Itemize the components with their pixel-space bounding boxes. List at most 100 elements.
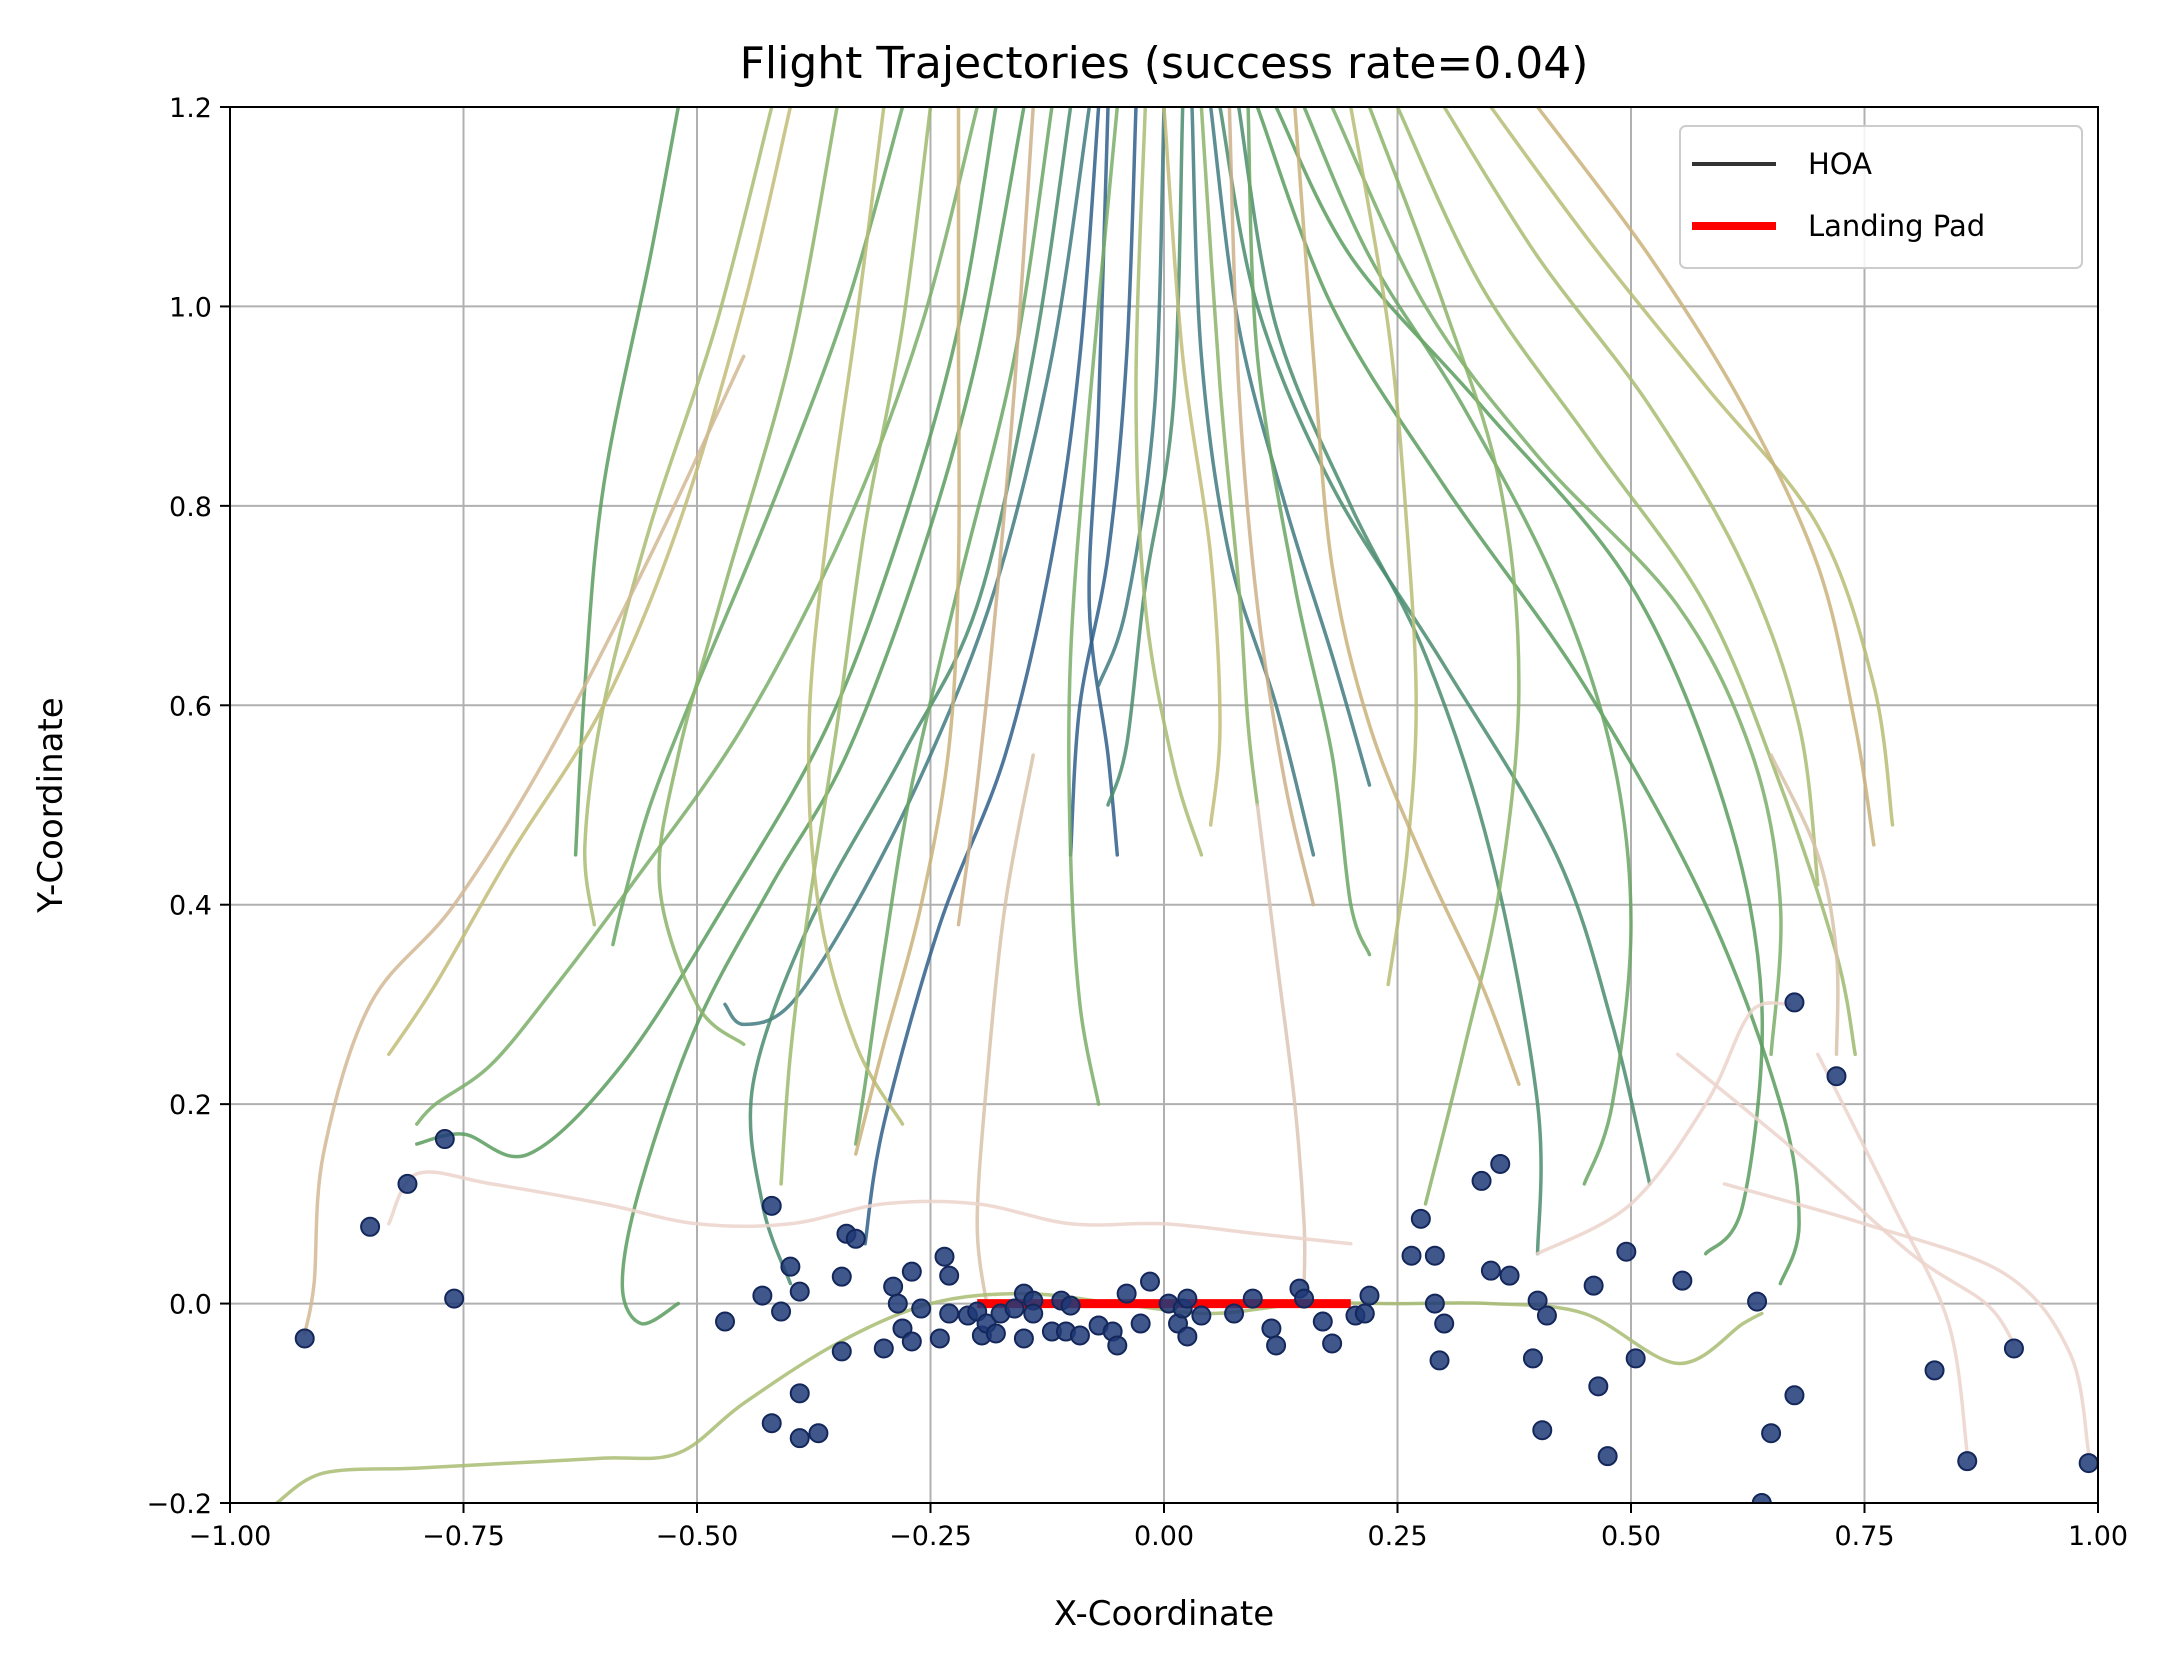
trajectory-line [748,107,1073,1286]
y-tick-label: 1.2 [169,93,212,124]
trajectory-line [1255,107,1801,1286]
endpoint-marker [1266,1335,1287,1356]
endpoint-marker [901,1331,922,1352]
trajectory-line [620,107,1026,1326]
endpoint-marker [1312,1311,1333,1332]
trajectory-line [1106,107,1185,807]
trajectory-line [1134,107,1204,857]
endpoint-marker [444,1288,465,1309]
x-axis-label: X-Coordinate [1054,1594,1274,1634]
endpoints [294,992,2098,1503]
x-tick-label: −0.50 [656,1521,739,1552]
trajectory-line [415,107,979,1126]
endpoint-marker [397,1173,418,1194]
endpoint-marker [1424,1245,1445,1266]
endpoint-marker [1532,1420,1553,1441]
trajectory-line [1367,107,1521,1206]
trajectory-line [956,107,1035,927]
endpoint-marker [780,1256,801,1277]
trajectory-line [1255,803,1307,1286]
trajectory-line [1246,107,1372,957]
trajectory-line [1535,107,1876,847]
trajectory-line [387,1170,1353,1246]
endpoint-marker [1139,1271,1160,1292]
endpoint-marker [1672,1270,1693,1291]
endpoint-marker [1424,1293,1445,1314]
endpoint-marker [752,1285,773,1306]
endpoint-marker [1471,1170,1492,1191]
endpoint-marker [771,1301,792,1322]
endpoint-marker [1107,1335,1128,1356]
endpoint-marker [1060,1295,1081,1316]
endpoint-marker [1294,1288,1315,1309]
trajectory-line [806,107,905,1126]
endpoint-marker [1354,1303,1375,1324]
endpoint-marker [789,1428,810,1449]
trajectory-line [1293,107,1521,1086]
y-tick-label: −0.2 [146,1489,212,1520]
trajectory-line [1218,107,1652,1186]
endpoint-marker [1359,1285,1380,1306]
x-tick-label: −0.25 [889,1521,972,1552]
endpoint-marker [1322,1333,1343,1354]
endpoint-marker [1784,992,1805,1013]
trajectory-line [1769,753,1840,1057]
trajectory-line [611,107,905,947]
x-tick-label: 0.00 [1134,1521,1194,1552]
trajectory-line [302,354,746,1336]
trajectory-line [1442,107,1820,887]
endpoint-marker [1522,1348,1543,1369]
endpoint-marker [873,1338,894,1359]
y-tick-label: 0.0 [169,1290,212,1321]
trajectory-line [1535,1001,1792,1256]
endpoint-marker [831,1341,852,1362]
x-tick-label: −1.00 [189,1521,272,1552]
endpoint-marker [939,1265,960,1286]
trajectory-line [975,753,1035,1306]
trajectory-line [854,107,961,1156]
x-tick-label: −0.75 [422,1521,505,1552]
endpoint-marker [1625,1348,1646,1369]
endpoint-marker [2003,1338,2024,1359]
endpoint-marker [1784,1385,1805,1406]
endpoint-marker [1616,1241,1637,1262]
trajectory-line [1722,1182,2091,1455]
x-tick-label: 0.25 [1367,1521,1427,1552]
trajectory-line [657,107,839,1047]
y-tick-label: 0.4 [169,891,212,922]
endpoint-marker [1177,1288,1198,1309]
endpoint-marker [1191,1305,1212,1326]
x-tick-label: 1.00 [2068,1521,2128,1552]
endpoint-marker [1924,1360,1945,1381]
endpoint-marker [934,1246,955,1267]
endpoint-marker [1013,1328,1034,1349]
endpoint-marker [434,1129,455,1150]
endpoint-marker [1747,1291,1768,1312]
endpoint-marker [929,1328,950,1349]
endpoint-marker [1480,1260,1501,1281]
endpoint-marker [831,1266,852,1287]
endpoint-marker [939,1303,960,1324]
x-tick-label: 0.50 [1601,1521,1661,1552]
endpoint-marker [1224,1303,1245,1324]
endpoint-marker [985,1323,1006,1344]
endpoint-marker [1761,1423,1782,1444]
trajectory-line [415,107,998,1159]
trajectory-line [723,107,1092,1027]
trajectory-line [387,107,793,1057]
x-tick-label: 0.75 [1834,1521,1894,1552]
trajectory-line [1190,107,1316,857]
endpoint-marker [883,1276,904,1297]
endpoint-marker [789,1281,810,1302]
trajectory-line [1199,107,1260,807]
endpoint-marker [808,1423,829,1444]
endpoint-marker [1597,1446,1618,1467]
endpoint-marker [1588,1376,1609,1397]
y-tick-label: 0.6 [169,691,212,722]
endpoint-marker [1536,1305,1557,1326]
endpoint-marker [2078,1453,2098,1474]
endpoint-marker [1116,1283,1137,1304]
y-axis: −0.2 0.0 0.2 0.4 0.6 0.8 1.0 1.2 [146,93,230,1520]
